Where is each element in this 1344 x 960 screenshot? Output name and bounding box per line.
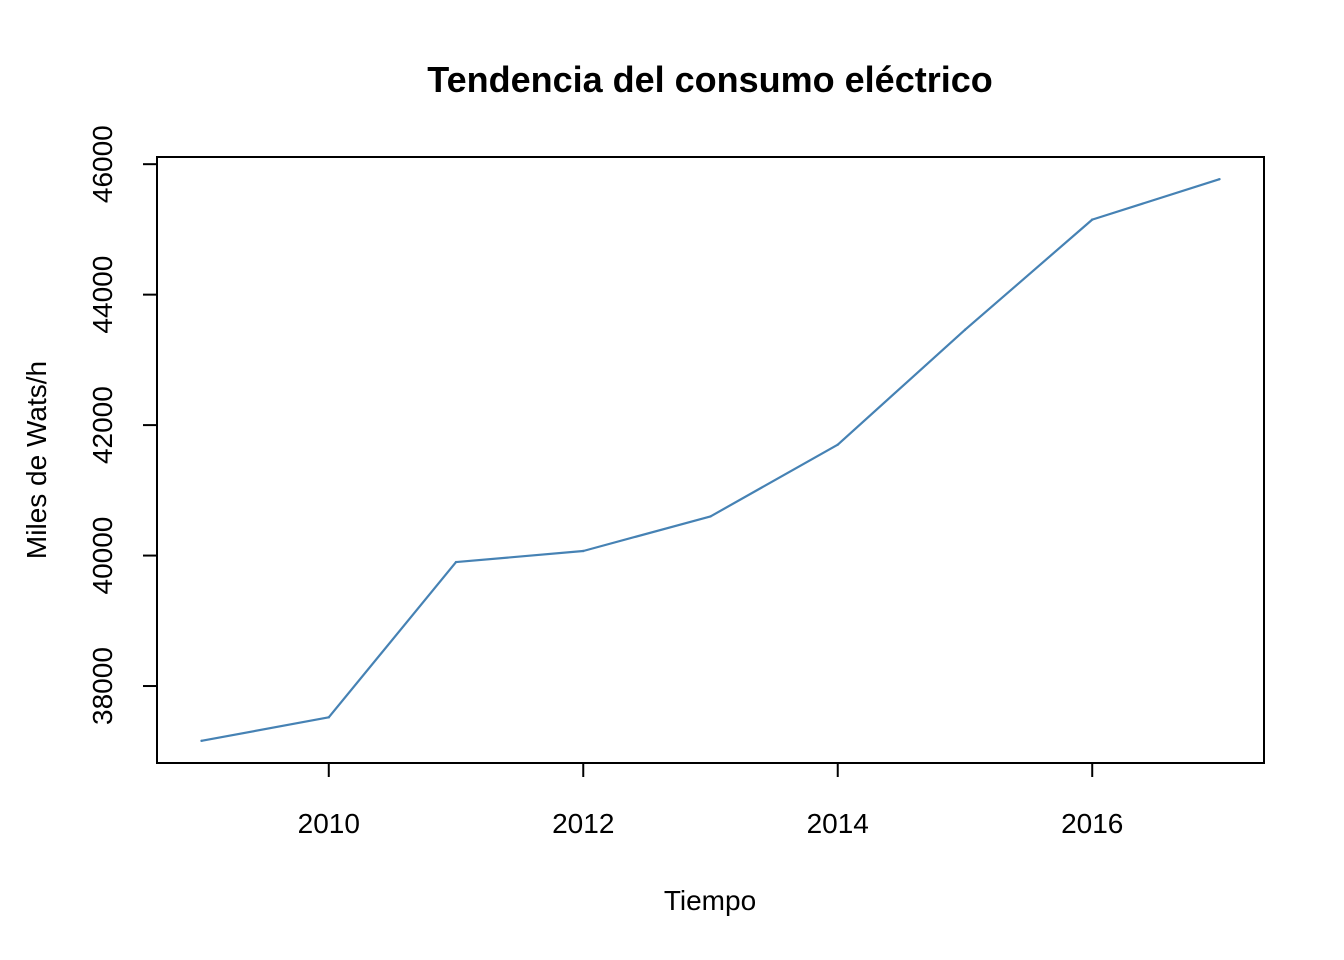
y-tick-label: 42000 [87,386,118,464]
y-axis-label: Miles de Wats/h [21,361,52,559]
data-point [709,515,712,518]
y-tick-label: 46000 [87,125,118,203]
data-point [1218,177,1221,181]
y-axis: 38000 40000 42000 44000 46000 [87,125,158,725]
data-point [582,549,585,553]
data-point [327,716,330,719]
x-axis: 2010 2012 2014 2016 [298,762,1123,839]
x-axis-label: Tiempo [664,885,756,916]
y-tick-label: 40000 [87,517,118,595]
data-point [200,739,203,743]
series-line [201,178,1220,742]
data-point [1091,218,1094,221]
series-group [200,177,1221,743]
data-point [454,560,458,564]
data-point [963,328,967,332]
x-tick-label: 2016 [1061,808,1123,839]
y-tick-label: 44000 [87,256,118,334]
x-tick-label: 2014 [807,808,869,839]
data-point [836,443,839,446]
plot-box [156,156,1265,764]
x-tick-label: 2012 [552,808,614,839]
x-tick-label: 2010 [298,808,360,839]
y-tick-label: 38000 [87,647,118,725]
chart-title: Tendencia del consumo eléctrico [427,59,993,100]
